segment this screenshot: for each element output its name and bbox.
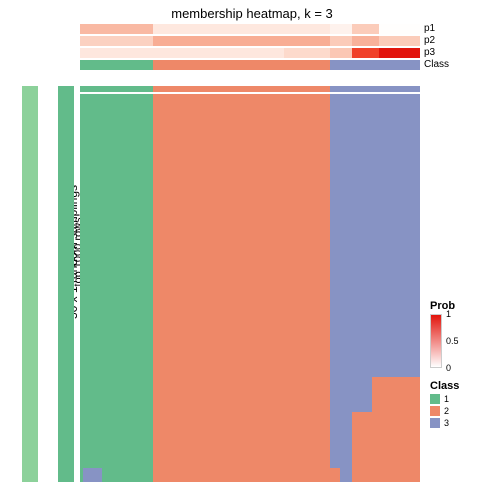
track-class: Class [80, 60, 420, 70]
track-p3: p3 [80, 48, 420, 58]
swatch-icon [430, 394, 440, 404]
heatmap-overlay [372, 377, 420, 482]
swatch-label: 1 [444, 394, 449, 404]
prob-tick-label: 0 [446, 363, 451, 373]
annotation-tracks: p1 p2 p3 Class [80, 24, 420, 72]
swatch-label: 2 [444, 406, 449, 416]
class-legend-items: 1 2 3 [430, 394, 500, 428]
track-label: p2 [424, 35, 435, 46]
heatmap-column [153, 94, 330, 482]
track-label: p1 [424, 23, 435, 34]
heatmap-column [80, 94, 153, 482]
prob-gradient [430, 314, 442, 368]
heatmap-container: membership heatmap, k = 3 50 x 1 random … [0, 0, 504, 504]
track-p2: p2 [80, 36, 420, 46]
heatmap-overlay [352, 412, 372, 482]
class-legend-item: 2 [430, 406, 500, 416]
prob-tick-label: 0.5 [446, 336, 459, 346]
heatmap-overlay [83, 468, 102, 482]
prob-legend-title: Prob [430, 300, 500, 312]
track-label: Class [424, 59, 449, 70]
class-legend: Class 1 2 3 [430, 380, 500, 430]
sampling-bar [22, 86, 38, 482]
heatmap-overlay [330, 468, 340, 482]
chart-title: membership heatmap, k = 3 [0, 6, 504, 21]
class-legend-item: 1 [430, 394, 500, 404]
swatch-icon [430, 418, 440, 428]
prob-tick-label: 1 [446, 309, 451, 319]
track-label: p3 [424, 47, 435, 58]
swatch-label: 3 [444, 418, 449, 428]
prob-legend: Prob 10.50 [430, 300, 500, 368]
class-legend-title: Class [430, 380, 500, 392]
track-p1: p1 [80, 24, 420, 34]
rows-bar [58, 86, 74, 482]
heatmap-body [80, 86, 420, 482]
class-legend-item: 3 [430, 418, 500, 428]
swatch-icon [430, 406, 440, 416]
